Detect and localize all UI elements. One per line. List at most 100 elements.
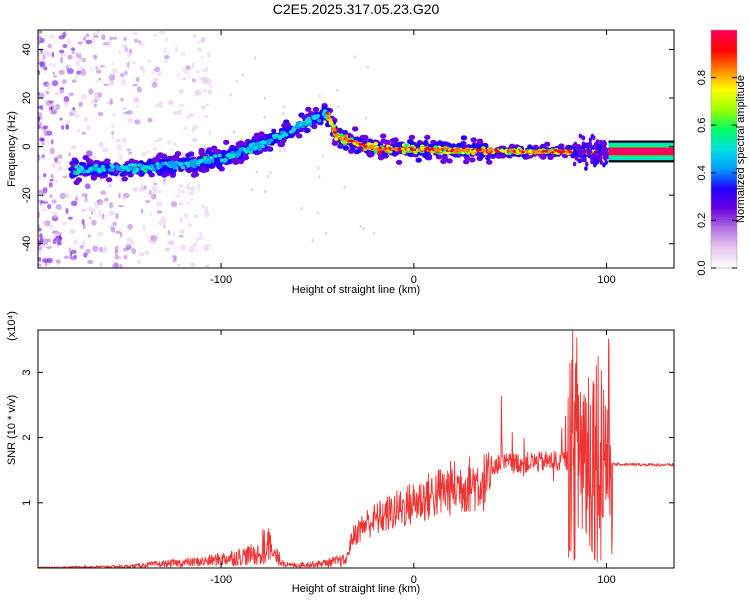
spectrogram-noise-mark — [198, 76, 205, 82]
spectrogram-ridge-mark — [294, 129, 300, 134]
spectrogram-noise-mark — [195, 89, 202, 95]
spectrogram-noise-mark — [188, 112, 195, 118]
spectrogram-burst-mark — [592, 135, 596, 141]
spectrogram-core-mark — [375, 147, 379, 151]
spectrogram-ridge-mark — [173, 163, 178, 167]
spectrogram-noise-mark — [62, 175, 68, 179]
spectrogram-noise-mark — [184, 212, 189, 219]
spectrogram-noise-mark — [38, 227, 42, 232]
spectrogram-noise-mark — [63, 255, 69, 259]
spectrogram-noise-mark — [77, 41, 84, 45]
spectrogram-core-mark — [557, 150, 562, 154]
spectrogram-noise-mark — [41, 50, 49, 55]
spectrogram-noise-mark — [57, 166, 64, 171]
spectrogram-noise-mark — [170, 148, 174, 152]
spectrogram-noise-mark — [99, 65, 106, 68]
spectrogram-ridge-mark — [279, 130, 285, 135]
spectrogram-noise-mark — [131, 61, 137, 64]
spectrogram-ridge-mark — [233, 158, 241, 164]
spectrogram-noise-mark — [66, 38, 71, 45]
spectrogram-ridge-mark — [284, 122, 292, 128]
spectrogram-noise-mark — [83, 199, 89, 203]
spectrogram-noise-mark — [151, 81, 158, 88]
spectrogram-noise-mark — [38, 58, 42, 63]
spectrogram-noise-mark — [207, 89, 213, 96]
snr-frame — [37, 329, 675, 569]
spectrogram-ridge-mark — [227, 160, 233, 165]
spectrogram-noise-mark — [57, 154, 63, 159]
spectrogram-noise-mark — [178, 183, 184, 188]
spectrogram-ridge-mark — [349, 144, 355, 149]
spectrogram-ridge-mark — [407, 152, 413, 157]
spectrogram-ridge-mark — [210, 145, 218, 151]
spectrogram-burst-mark — [582, 143, 587, 149]
spectrogram-noise-mark — [318, 94, 321, 98]
spectrogram-noise-mark — [108, 210, 115, 217]
spectrogram-noise-mark — [75, 196, 79, 202]
spectrogram-noise-mark — [118, 50, 122, 55]
spectrogram-ridge-mark — [157, 152, 164, 158]
spectrogram-noise-mark — [54, 160, 62, 165]
spectrogram-noise-mark — [125, 62, 130, 68]
spectrogram-noise-mark — [201, 80, 208, 84]
spectrogram-noise-mark — [366, 65, 369, 69]
spectrogram-noise-mark — [38, 154, 41, 161]
spectrogram-noise-mark — [177, 187, 181, 195]
spectrogram-burst-mark — [604, 149, 608, 154]
spectrogram-noise-mark — [110, 81, 115, 85]
spectrogram-noise-mark — [38, 199, 45, 203]
spectrogram-noise-mark — [127, 223, 133, 230]
spectrogram-core-mark — [537, 150, 541, 153]
spectrogram-y-tick-label: 0 — [21, 144, 33, 150]
spectrogram-noise-mark — [173, 110, 180, 115]
spectrogram-noise-mark — [79, 69, 87, 76]
spectrogram-burst-mark — [572, 148, 577, 154]
spectrogram-ridge-mark — [72, 159, 80, 165]
spectrogram-noise-mark — [142, 224, 146, 230]
spectrogram-ridge-mark — [260, 140, 266, 145]
spectrogram-ridge-mark — [235, 141, 243, 147]
spectrogram-noise-mark — [122, 196, 126, 201]
spectrogram-noise-mark — [156, 71, 163, 76]
spectrogram-burst-mark — [582, 148, 587, 154]
spectrogram-core-mark — [393, 147, 398, 151]
colorbar-ticks: 0.0 0.2 0.4 0.6 0.8 — [696, 70, 737, 276]
spectrogram-noise-mark — [38, 121, 43, 128]
spectrogram-noise-mark — [117, 204, 125, 208]
spectrogram-core-mark — [417, 148, 422, 151]
spectrogram-ridge-mark — [271, 128, 277, 133]
spectrogram-ridge-mark — [169, 160, 174, 165]
spectrogram-noise-mark — [204, 206, 209, 213]
spectrogram-core-mark — [361, 143, 366, 147]
spectrogram-ridge-mark — [248, 143, 254, 147]
spectrogram-noise-mark — [43, 129, 49, 137]
spectrogram-ridge-mark — [300, 124, 306, 129]
spectrogram-noise-mark — [81, 218, 85, 225]
spectrogram-ridge-mark — [566, 144, 572, 150]
spectrogram-noise-mark — [204, 66, 209, 73]
spectrogram-noise-mark — [167, 230, 171, 236]
spectrogram-noise-mark — [97, 231, 104, 237]
spectrogram-panel: -100 0 100 -40 -20 0 20 40 Height of straight … — [6, 29, 675, 296]
snr-x-axis-title: Height of straight line (km) — [292, 583, 420, 595]
spectrogram-noise-mark — [98, 210, 102, 218]
spectrogram-noise-mark — [145, 200, 151, 204]
spectrogram-ridge-mark — [97, 169, 102, 173]
snr-y-tick-label: 3 — [21, 369, 33, 375]
spectrogram-burst-mark — [598, 156, 602, 162]
spectrogram-noise-mark — [49, 63, 53, 67]
spectrogram-ridge-mark — [205, 156, 211, 160]
spectrogram-burst-mark — [586, 147, 590, 152]
spectrogram-noise-mark — [134, 38, 139, 43]
spectrogram-noise-mark — [65, 65, 69, 71]
spectrogram-noise-mark — [172, 231, 176, 237]
spectrogram-ridge-mark — [85, 169, 91, 174]
spectrogram-noise-mark — [111, 68, 118, 74]
spectrogram-ridge-mark — [388, 149, 393, 154]
spectrogram-noise-mark — [191, 80, 197, 84]
spectrogram-noise-mark — [157, 137, 163, 142]
spectrogram-steady-tone — [608, 147, 674, 156]
spectrogram-burst-mark — [584, 166, 588, 172]
spectrogram-core-mark — [547, 149, 551, 153]
